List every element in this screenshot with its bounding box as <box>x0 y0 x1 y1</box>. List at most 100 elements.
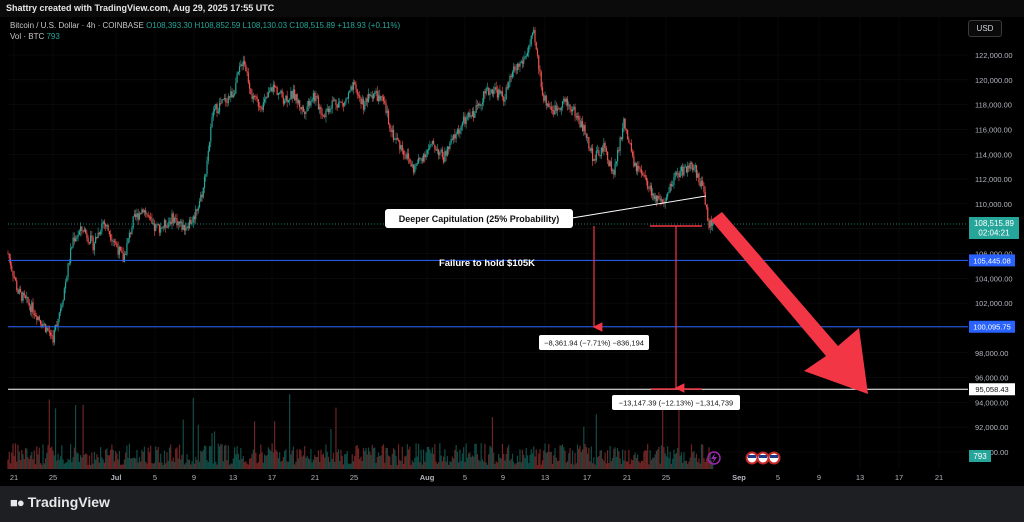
candle-body <box>525 56 527 57</box>
volume-bar <box>53 455 55 469</box>
candle-body <box>501 91 504 97</box>
volume-bar <box>526 455 529 469</box>
candle-body <box>309 101 311 106</box>
candle-body <box>600 147 602 157</box>
candle-body <box>264 99 266 103</box>
callout-box[interactable] <box>385 209 573 228</box>
volume-bar <box>37 454 39 469</box>
candle-body <box>28 302 30 307</box>
tradingview-brand[interactable]: ■● TradingView <box>10 494 110 510</box>
candle-body <box>336 104 338 108</box>
volume-bar <box>135 458 137 469</box>
candle-body <box>521 61 524 64</box>
volume-bar <box>456 451 458 469</box>
volume-bar <box>384 462 386 469</box>
candle-body <box>9 258 12 266</box>
volume-bar <box>96 454 98 469</box>
candle-body <box>74 238 77 242</box>
candle-body <box>306 106 308 112</box>
candle-body <box>441 149 443 157</box>
candle-body <box>292 89 295 99</box>
lightning-icon[interactable] <box>707 451 721 465</box>
volume-bar <box>410 464 412 469</box>
volume-bar <box>233 447 236 469</box>
candle-body <box>294 89 296 101</box>
candle-body <box>261 107 263 110</box>
volume-bar <box>662 399 664 469</box>
volume-bar <box>257 462 259 469</box>
volume-bar <box>608 463 610 469</box>
tradingview-logo-icon: ■● <box>10 495 25 510</box>
volume-bar <box>235 454 237 469</box>
candle-body <box>220 102 222 104</box>
time-axis[interactable] <box>0 469 968 486</box>
volume-bar <box>300 449 302 469</box>
x-tick-label: 17 <box>583 473 591 482</box>
y-tick-label: 104,000.00 <box>975 274 1013 283</box>
candle-body <box>112 240 114 242</box>
candle-body <box>533 29 535 34</box>
candle-body <box>704 191 706 205</box>
volume-bar <box>425 452 427 469</box>
y-tick-label: 94,000.00 <box>975 398 1008 407</box>
candle-body <box>645 177 648 181</box>
candle-body <box>623 118 625 129</box>
candle-body <box>652 193 654 196</box>
candle-body <box>630 143 632 152</box>
volume-bar <box>427 446 430 469</box>
projection-arrow[interactable] <box>711 212 868 394</box>
event-icons[interactable] <box>707 451 781 465</box>
volume-bar <box>150 445 152 469</box>
candle-body <box>218 102 221 112</box>
volume-bar <box>604 452 606 469</box>
candle-body <box>276 87 278 96</box>
volume-bar <box>485 462 487 469</box>
candle-body <box>100 231 102 235</box>
volume-bar <box>350 463 352 469</box>
volume-bar <box>286 461 288 469</box>
volume-bar <box>299 449 301 469</box>
volume-bar <box>272 452 274 469</box>
volume-legend[interactable]: Vol · BTC 793 <box>10 32 60 41</box>
volume-bar <box>670 463 673 469</box>
candle-body <box>21 291 23 301</box>
volume-bar <box>653 457 655 469</box>
volume-bar <box>172 457 174 469</box>
candle-body <box>322 115 325 117</box>
measure-1-label: −8,361.94 (−7.71%) −836,194 <box>544 339 644 348</box>
candle-body <box>245 64 247 72</box>
candle-body <box>265 96 267 100</box>
volume-bar <box>705 458 708 469</box>
candle-body <box>470 116 472 118</box>
symbol-legend[interactable]: Bitcoin / U.S. Dollar · 4h · COINBASE O1… <box>10 21 400 30</box>
volume-bar <box>329 461 331 469</box>
candle-body <box>210 126 212 142</box>
y-tick-label: 112,000.00 <box>975 175 1012 184</box>
volume-bar <box>387 455 390 469</box>
volume-bar <box>473 456 475 469</box>
volume-bar <box>106 448 108 469</box>
volume-bar <box>216 464 218 469</box>
volume-bar <box>183 464 186 469</box>
volume-bar <box>252 449 254 469</box>
candle-body <box>257 99 259 107</box>
candle-body <box>564 98 566 103</box>
volume-bar <box>327 456 330 469</box>
candle-body <box>390 128 392 132</box>
candle-body <box>576 115 579 118</box>
candle-body <box>550 106 552 111</box>
candle-body <box>483 91 485 103</box>
volume-bar <box>198 461 201 469</box>
volume-bar <box>213 431 216 469</box>
candle-body <box>499 89 501 94</box>
candle-body <box>320 106 322 114</box>
volume-bar <box>205 445 207 469</box>
candle-body <box>103 221 105 225</box>
candle-body <box>496 89 499 98</box>
volume-bar <box>635 457 637 469</box>
volume-bar <box>511 453 514 469</box>
currency-button[interactable]: USD <box>968 20 1002 37</box>
volume-bar <box>266 454 268 469</box>
candle-body <box>503 96 505 102</box>
